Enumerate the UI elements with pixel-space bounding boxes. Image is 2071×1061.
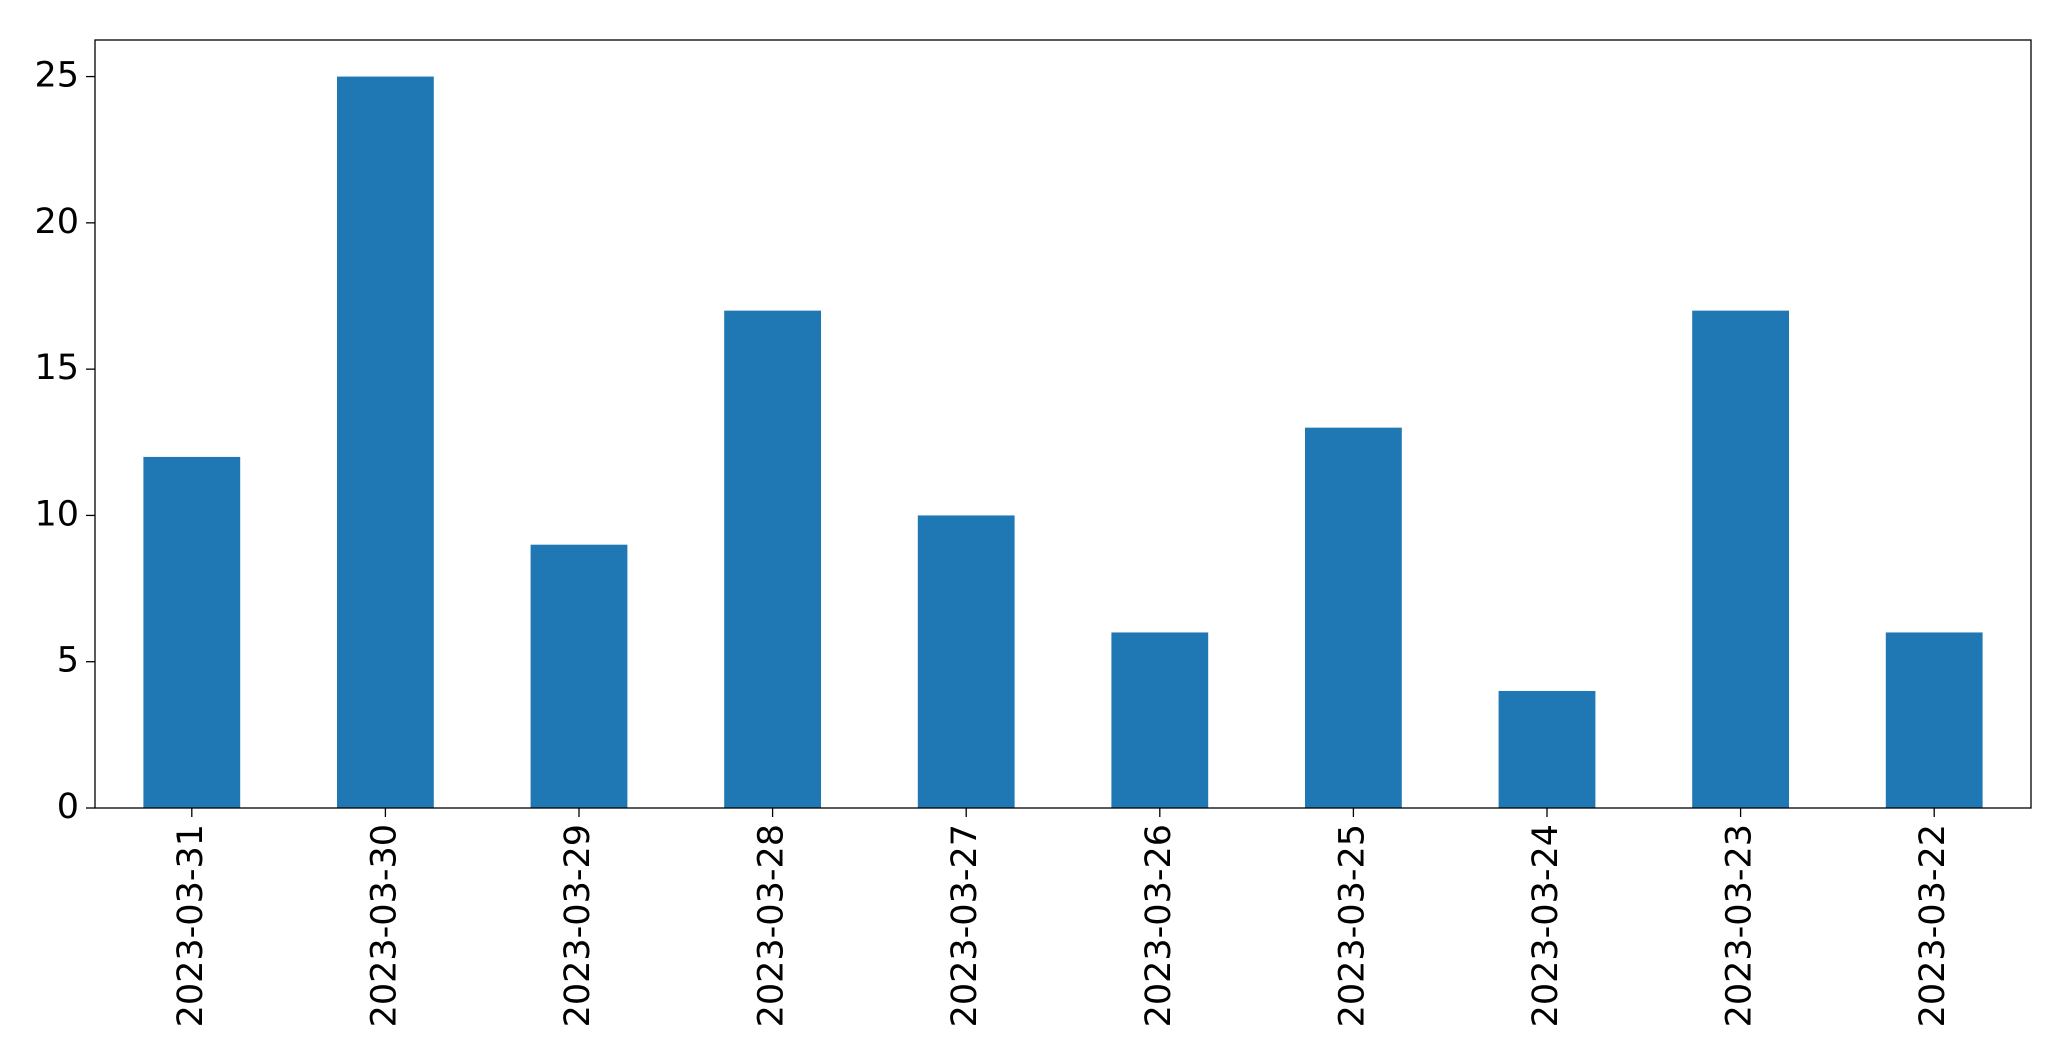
plot-frame bbox=[94, 39, 2032, 809]
x-tick-label: 2023-03-26 bbox=[1139, 824, 1179, 1027]
bar bbox=[1305, 427, 1402, 808]
bar bbox=[1692, 310, 1789, 808]
x-tick-label: 2023-03-31 bbox=[171, 824, 211, 1027]
bar bbox=[1111, 632, 1209, 808]
y-tick-label: 20 bbox=[34, 202, 79, 242]
x-tick-label: 2023-03-29 bbox=[558, 824, 598, 1027]
x-tick-label: 2023-03-28 bbox=[752, 824, 792, 1027]
x-tick-label: 2023-03-27 bbox=[945, 824, 985, 1027]
bar bbox=[917, 515, 1015, 808]
y-tick-label: 0 bbox=[57, 787, 79, 827]
x-tick-label: 2023-03-25 bbox=[1332, 824, 1372, 1027]
bar bbox=[724, 310, 821, 808]
bar bbox=[1885, 632, 1983, 808]
bar bbox=[530, 544, 628, 808]
x-tick-label: 2023-03-23 bbox=[1720, 824, 1760, 1027]
x-tick-label: 2023-03-22 bbox=[1913, 824, 1953, 1027]
bar bbox=[1498, 690, 1596, 808]
bar bbox=[337, 76, 434, 809]
y-tick-label: 5 bbox=[57, 641, 79, 681]
bar bbox=[143, 456, 241, 808]
y-tick-label: 25 bbox=[34, 56, 79, 96]
x-tick-label: 2023-03-30 bbox=[364, 824, 404, 1027]
x-tick-label: 2023-03-24 bbox=[1526, 824, 1566, 1027]
y-tick-label: 10 bbox=[34, 494, 79, 534]
y-tick-label: 15 bbox=[34, 348, 79, 388]
